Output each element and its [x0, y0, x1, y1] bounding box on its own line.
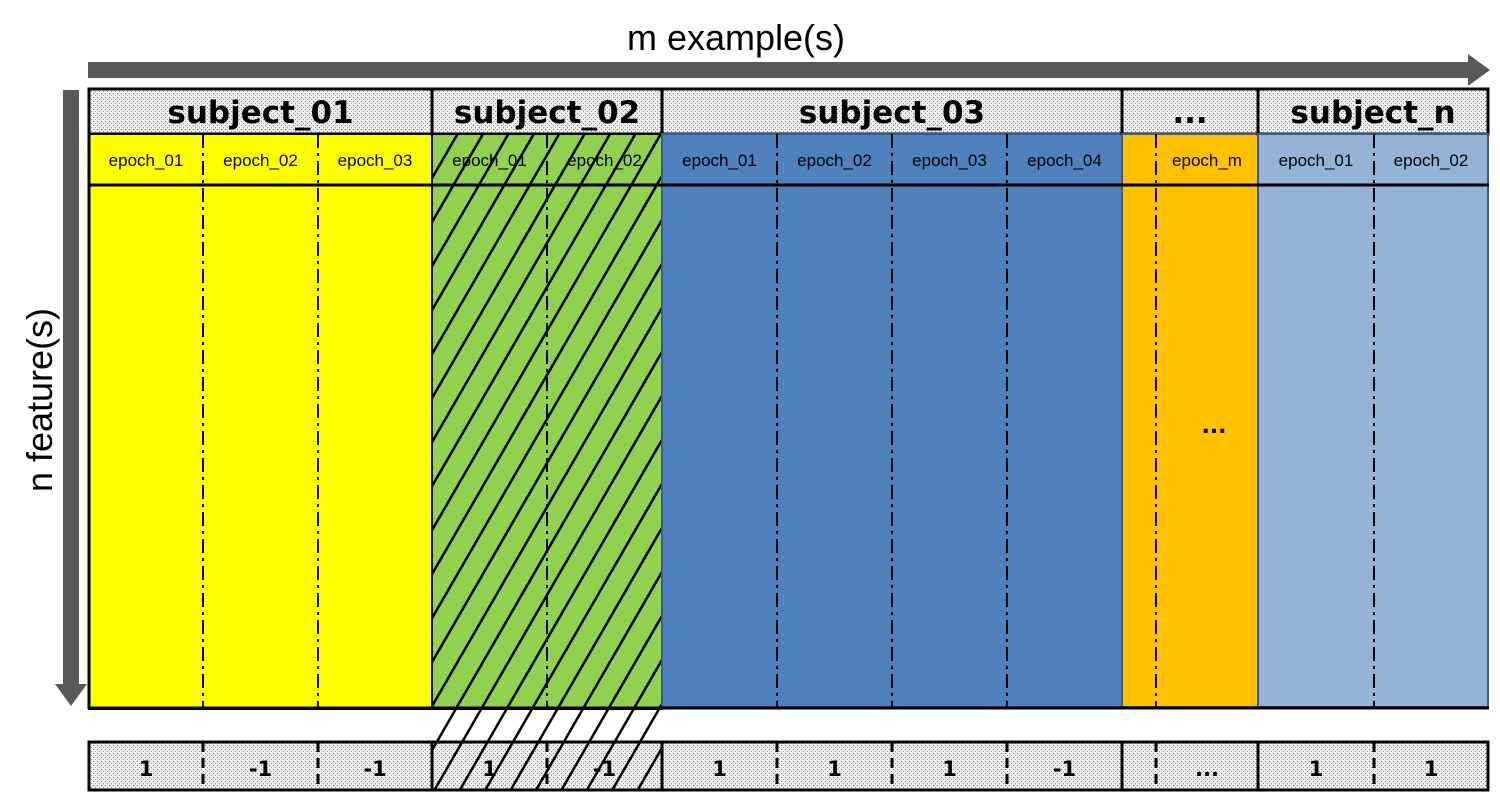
subject-name: ...	[1172, 95, 1207, 131]
x-axis-arrow	[88, 54, 1490, 86]
label-value: 1	[482, 757, 497, 781]
label-value: ...	[1195, 757, 1219, 781]
subject-body-column	[661, 133, 1123, 708]
epoch-label: epoch_03	[912, 151, 987, 170]
subject-name: subject_n	[1290, 95, 1455, 131]
subject-header-cell	[1120, 87, 1260, 136]
label-value: -1	[249, 757, 272, 781]
epoch-label: epoch_01	[682, 151, 757, 170]
epoch-dividers	[202, 134, 1375, 709]
label-value: -1	[1053, 757, 1076, 781]
subject-columns	[87, 87, 1490, 742]
y-axis-arrow	[55, 90, 87, 706]
epoch-label: epoch_m	[1172, 151, 1242, 170]
subject-name: subject_01	[167, 95, 353, 131]
label-value: 1	[942, 757, 957, 781]
label-cell	[1120, 740, 1260, 792]
y-axis-title: n feature(s)	[19, 308, 60, 492]
label-value: 1	[827, 757, 842, 781]
epoch-label: epoch_02	[223, 151, 298, 170]
epoch-label: epoch_01	[109, 151, 184, 170]
label-value: 1	[139, 757, 154, 781]
subject-name: subject_03	[799, 95, 985, 131]
epoch-label: epoch_04	[1027, 151, 1102, 170]
label-value: -1	[363, 757, 386, 781]
epoch-label: epoch_02	[567, 151, 642, 170]
label-value: -1	[593, 757, 616, 781]
label-value: 1	[1309, 757, 1324, 781]
label-value: 1	[712, 757, 727, 781]
body-ellipsis: ...	[1201, 414, 1226, 439]
hatch-gap	[432, 709, 662, 742]
label-cell	[87, 740, 434, 792]
epoch-label: epoch_01	[452, 151, 527, 170]
epoch-label: epoch_02	[1394, 151, 1469, 170]
subject-header-cell	[1256, 87, 1490, 136]
label-vector	[87, 740, 1490, 792]
subject-body-column	[1121, 133, 1259, 708]
subject-name: subject_02	[454, 95, 640, 131]
subject-body-column	[1257, 133, 1489, 708]
subject-body-column	[88, 133, 433, 710]
x-axis-title: m example(s)	[627, 17, 845, 58]
text-layer: subject_01 epoch_01 1 epoch_02 -1 epoch_03 -1 s…	[109, 95, 1469, 781]
label-value: 1	[1424, 757, 1439, 781]
matrix-frame	[87, 89, 1489, 710]
epoch-label: epoch_03	[338, 151, 413, 170]
epoch-label: epoch_01	[1279, 151, 1354, 170]
epoch-label: epoch_02	[797, 151, 872, 170]
